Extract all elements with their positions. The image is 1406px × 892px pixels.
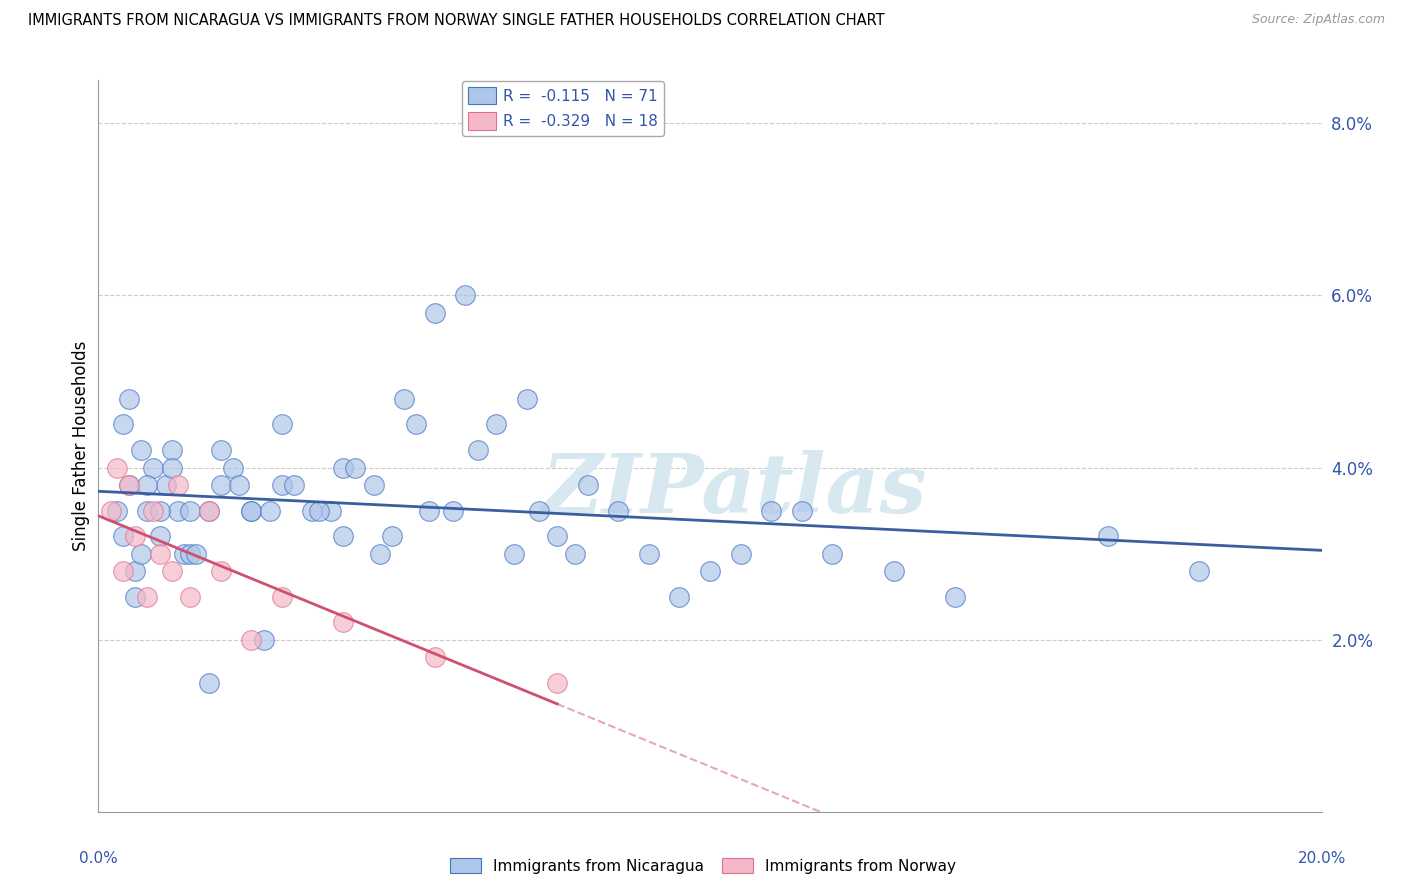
Text: IMMIGRANTS FROM NICARAGUA VS IMMIGRANTS FROM NORWAY SINGLE FATHER HOUSEHOLDS COR: IMMIGRANTS FROM NICARAGUA VS IMMIGRANTS … [28,13,884,29]
Point [576,477,599,491]
Point [160,443,183,458]
Point [527,503,550,517]
Point [270,477,294,491]
Point [118,477,141,491]
Point [319,503,342,517]
Point [423,305,446,319]
Text: ZIPatlas: ZIPatlas [541,450,927,530]
Point [821,547,844,561]
Point [167,477,190,491]
Point [149,529,172,543]
Point [155,477,177,491]
Point [129,547,152,561]
Point [363,477,385,491]
Point [136,477,159,491]
Point [197,503,219,517]
Point [332,615,354,630]
Point [699,564,721,578]
Point [883,564,905,578]
Point [209,443,232,458]
Point [467,443,489,458]
Point [441,503,464,517]
Point [111,529,134,543]
Point [668,590,690,604]
Point [546,675,568,690]
Point [118,392,141,406]
Point [301,503,323,517]
Point [149,547,172,561]
Point [142,503,165,517]
Point [136,590,159,604]
Point [392,392,416,406]
Point [485,417,508,432]
Point [252,632,274,647]
Point [308,503,330,517]
Point [160,564,183,578]
Point [179,590,201,604]
Y-axis label: Single Father Households: Single Father Households [72,341,90,551]
Point [222,460,245,475]
Point [546,529,568,543]
Point [381,529,404,543]
Point [332,460,354,475]
Point [405,417,427,432]
Point [607,503,630,517]
Point [179,503,201,517]
Legend: R =  -0.115   N = 71, R =  -0.329   N = 18: R = -0.115 N = 71, R = -0.329 N = 18 [463,80,665,136]
Point [1188,564,1211,578]
Point [149,503,172,517]
Point [209,477,232,491]
Point [564,547,586,561]
Point [516,392,538,406]
Point [136,503,159,517]
Point [173,547,195,561]
Point [240,632,263,647]
Point [761,503,783,517]
Point [368,547,391,561]
Point [730,547,752,561]
Point [105,460,128,475]
Point [344,460,367,475]
Point [111,417,134,432]
Point [179,547,201,561]
Point [259,503,281,517]
Legend: Immigrants from Nicaragua, Immigrants from Norway: Immigrants from Nicaragua, Immigrants fr… [444,852,962,880]
Point [423,649,446,664]
Point [124,590,146,604]
Point [124,564,146,578]
Point [100,503,122,517]
Point [111,564,134,578]
Point [228,477,250,491]
Point [142,460,165,475]
Point [118,477,141,491]
Point [790,503,813,517]
Point [943,590,966,604]
Text: Source: ZipAtlas.com: Source: ZipAtlas.com [1251,13,1385,27]
Point [270,590,294,604]
Point [270,417,294,432]
Point [418,503,440,517]
Point [240,503,263,517]
Point [209,564,232,578]
Point [124,529,146,543]
Point [1097,529,1119,543]
Text: 20.0%: 20.0% [1298,851,1346,865]
Point [160,460,183,475]
Point [197,503,219,517]
Point [454,288,477,302]
Point [240,503,263,517]
Point [197,675,219,690]
Point [283,477,305,491]
Point [332,529,354,543]
Text: 0.0%: 0.0% [79,851,118,865]
Point [503,547,526,561]
Point [637,547,661,561]
Point [167,503,190,517]
Point [105,503,128,517]
Point [129,443,152,458]
Point [186,547,208,561]
